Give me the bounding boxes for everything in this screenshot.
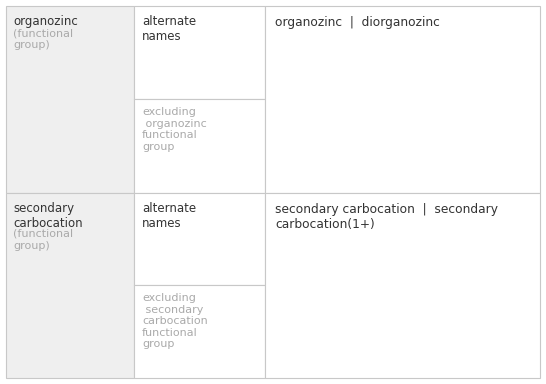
Text: organozinc  |  diorganozinc: organozinc | diorganozinc [275,16,440,29]
Text: secondary
carbocation: secondary carbocation [13,202,82,230]
Text: organozinc: organozinc [13,15,78,28]
Bar [6,193,134,378]
Bar [134,99,265,193]
Text: excluding
 secondary
carbocation
functional
group: excluding secondary carbocation function… [142,293,207,349]
Text: alternate
names: alternate names [142,15,196,43]
Bar [6,6,134,193]
Bar [134,285,265,378]
Bar [265,193,540,378]
Text: secondary carbocation  |  secondary
carbocation(1+): secondary carbocation | secondary carboc… [275,203,498,231]
Bar [134,6,265,99]
Text: excluding
 organozinc
functional
group: excluding organozinc functional group [142,107,207,152]
Text: alternate
names: alternate names [142,202,196,230]
Bar [265,6,540,193]
Bar [134,193,265,285]
Text: (functional
group): (functional group) [13,28,73,50]
Text: (functional
group): (functional group) [13,229,73,251]
